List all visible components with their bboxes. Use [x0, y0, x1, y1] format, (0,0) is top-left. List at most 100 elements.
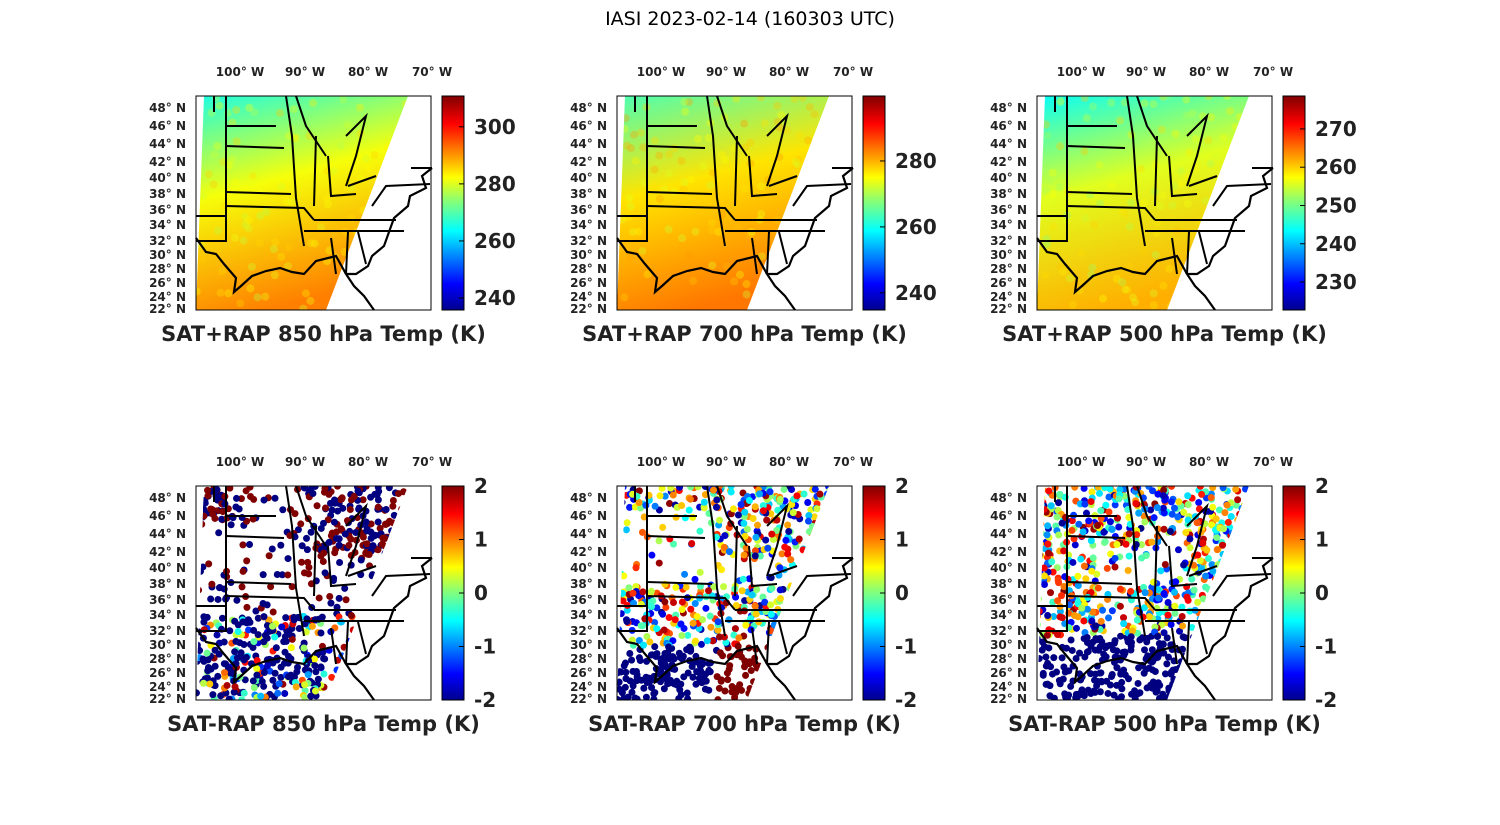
data-point	[642, 501, 650, 509]
data-point	[200, 657, 208, 665]
data-point	[620, 572, 628, 580]
data-point	[1088, 488, 1096, 496]
data-point	[1133, 616, 1141, 624]
state-border	[371, 573, 431, 597]
data-point	[220, 669, 228, 677]
map-panel-6: 100° W 90° W 80° W 70° W 48° N 46° N 44° N 42° …	[990, 455, 1337, 736]
data-point	[254, 631, 262, 639]
lat-label: 34° N	[990, 218, 1027, 232]
data-point	[219, 508, 227, 516]
data-point	[347, 611, 355, 619]
lat-label: 30° N	[990, 248, 1027, 262]
data-point	[646, 638, 654, 646]
state-border	[734, 525, 738, 597]
data-point	[662, 603, 670, 611]
state-border	[766, 112, 789, 187]
state-border	[371, 183, 431, 207]
data-point	[1128, 627, 1136, 635]
data-point	[720, 583, 728, 591]
data-point	[698, 616, 706, 624]
data-point	[1080, 486, 1088, 492]
data-point	[298, 542, 306, 550]
data-point	[331, 549, 339, 557]
data-point	[1096, 688, 1104, 696]
data-point	[768, 584, 776, 592]
data-point	[742, 671, 750, 679]
data-point	[648, 602, 656, 610]
data-point	[1089, 554, 1097, 562]
data-point	[714, 626, 722, 634]
state-border	[1066, 595, 1156, 611]
data-point	[1053, 668, 1061, 676]
colorbar: -2 -1 0 1 2	[1282, 474, 1337, 712]
data-point	[800, 490, 808, 498]
data-point	[1045, 487, 1053, 495]
data-point	[282, 637, 290, 645]
data-point	[301, 620, 309, 628]
data-point	[669, 491, 677, 499]
colorbar-tick-label: 260	[1315, 155, 1357, 179]
state-border	[330, 627, 337, 665]
data-point	[1234, 496, 1242, 504]
data-point	[751, 547, 759, 555]
data-point	[1054, 597, 1062, 605]
lat-label: 24° N	[570, 290, 607, 304]
data-point	[1076, 690, 1084, 698]
data-point	[297, 520, 305, 528]
data-point	[221, 500, 229, 508]
lon-label: 90° W	[285, 455, 325, 469]
data-point	[346, 506, 354, 514]
data-point	[1195, 499, 1203, 507]
data-point	[279, 506, 287, 514]
data-point	[1125, 530, 1133, 538]
data-point	[778, 550, 786, 558]
map-panel-1: 100° W 90° W 80° W 70° W 48° N 46° N 44° N 42° …	[149, 65, 516, 346]
data-point	[374, 518, 382, 526]
data-point	[655, 559, 663, 567]
figure-title: IASI 2023-02-14 (160303 UTC)	[605, 8, 895, 30]
state-border	[766, 231, 770, 275]
data-point	[709, 637, 717, 645]
data-point	[1045, 626, 1053, 634]
data-point	[740, 519, 748, 527]
data-point	[804, 517, 812, 525]
data-point	[734, 511, 742, 519]
data-point	[1041, 572, 1049, 580]
data-point	[625, 584, 633, 592]
data-point	[277, 541, 285, 549]
data-point	[1058, 519, 1066, 527]
data-point	[204, 492, 212, 500]
lat-label: 32° N	[570, 624, 607, 638]
data-point	[776, 595, 784, 603]
data-point	[1148, 646, 1156, 654]
lat-label: 36° N	[570, 203, 607, 217]
data-point	[1154, 633, 1162, 641]
lat-label: 34° N	[149, 608, 186, 622]
data-point	[200, 679, 208, 687]
lat-label: 34° N	[149, 218, 186, 232]
lat-label: 40° N	[570, 171, 607, 185]
data-point	[672, 513, 680, 521]
data-point	[787, 556, 795, 564]
state-border	[1037, 486, 1068, 632]
data-point	[751, 503, 759, 511]
data-point	[281, 690, 289, 698]
data-point	[688, 663, 696, 671]
data-point	[381, 535, 389, 543]
data-point	[1102, 501, 1110, 509]
lat-label: 28° N	[149, 652, 186, 666]
data-point	[1071, 486, 1079, 491]
data-point	[1091, 676, 1099, 684]
data-point	[327, 599, 335, 607]
data-point	[1154, 653, 1162, 661]
state-border	[706, 95, 726, 247]
data-point	[774, 506, 782, 514]
data-point	[623, 519, 631, 527]
data-point	[1104, 689, 1112, 697]
data-point	[656, 492, 664, 500]
data-point	[642, 693, 650, 700]
state-border	[1066, 145, 1126, 149]
data-point	[1099, 606, 1107, 614]
data-point	[1101, 486, 1109, 491]
data-point	[710, 486, 718, 494]
